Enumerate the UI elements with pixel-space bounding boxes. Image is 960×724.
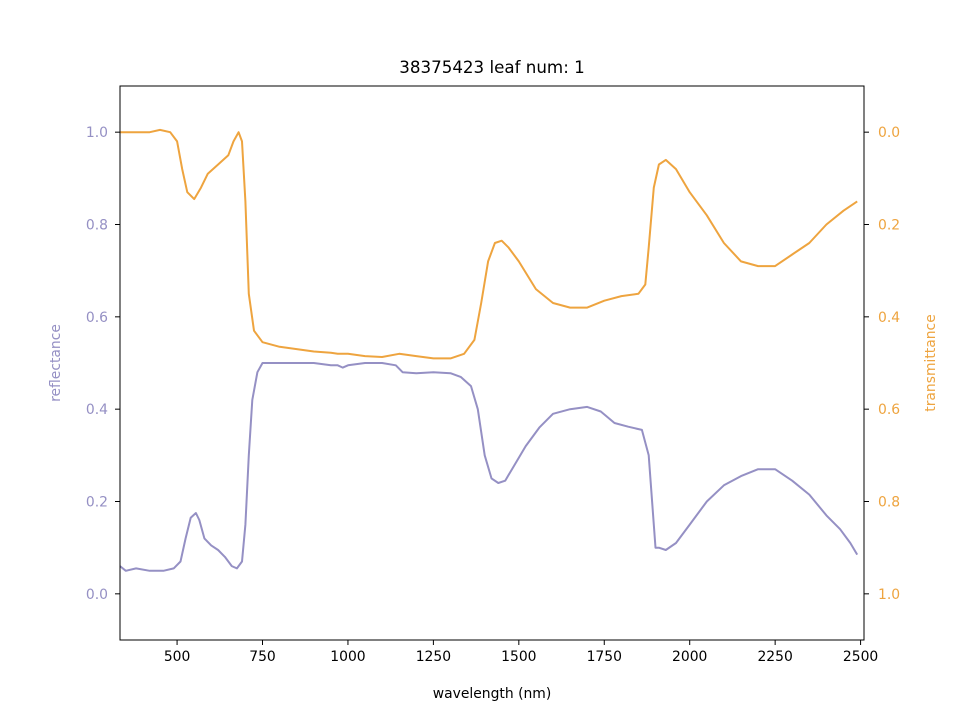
y-axis-left-label: reflectance	[48, 324, 64, 402]
y-axis-right: 0.0 0.2 0.4 0.6 0.8 1.0	[864, 125, 900, 603]
y-right-tick-label: 0.0	[878, 125, 900, 141]
y-left-tick-label: 1.0	[86, 125, 108, 141]
x-tick-label: 2000	[672, 649, 707, 665]
x-tick-label: 750	[249, 649, 276, 665]
series-layer	[119, 128, 859, 572]
x-axis: 500 750 1000 1250 1500 1750 2000 2250 2500	[164, 640, 878, 665]
transmittance-line	[120, 128, 858, 360]
y-left-tick-label: 0.0	[86, 587, 108, 603]
x-axis-label: wavelength (nm)	[433, 686, 552, 702]
x-tick-label: 1750	[587, 649, 622, 665]
y-left-tick-label: 0.8	[86, 218, 108, 234]
x-tick-label: 1000	[330, 649, 365, 665]
reflectance-line	[119, 362, 859, 572]
plot-frame	[119, 85, 865, 641]
x-tick-label: 2500	[843, 649, 878, 665]
y-left-tick-label: 0.2	[86, 495, 108, 511]
y-right-tick-label: 1.0	[878, 587, 900, 603]
y-axis-right-label: transmittance	[923, 314, 939, 412]
x-tick-label: 500	[164, 649, 191, 665]
x-tick-label: 1500	[501, 649, 536, 665]
x-tick-label: 1250	[416, 649, 451, 665]
y-right-tick-label: 0.2	[878, 218, 900, 234]
y-right-tick-label: 0.4	[878, 310, 900, 326]
y-axis-left: 0.0 0.2 0.4 0.6 0.8 1.0	[86, 125, 120, 603]
x-tick-label: 2250	[757, 649, 792, 665]
y-left-tick-label: 0.6	[86, 310, 108, 326]
y-right-tick-label: 0.6	[878, 402, 900, 418]
y-left-tick-label: 0.4	[86, 402, 108, 418]
y-right-tick-label: 0.8	[878, 495, 900, 511]
chart-title: 38375423 leaf num: 1	[399, 57, 585, 77]
